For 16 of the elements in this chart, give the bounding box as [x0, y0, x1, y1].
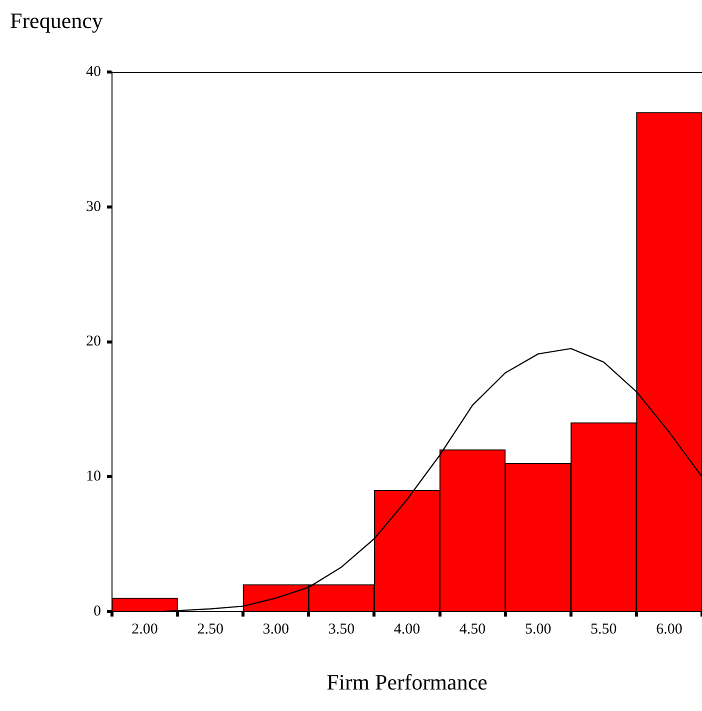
- y-tick-label: 40: [86, 64, 101, 80]
- y-tick-label: 10: [86, 468, 101, 485]
- x-tick-label: 4.50: [459, 622, 486, 638]
- x-tick-label: 2.00: [132, 622, 158, 638]
- y-tick-label: 20: [86, 334, 101, 350]
- x-axis-title: Firm Performance: [326, 670, 488, 695]
- y-axis-title: Frequency: [10, 8, 103, 34]
- x-tick-label: 3.00: [262, 622, 290, 638]
- y-tick-label: 0: [94, 604, 101, 620]
- y-tick-label: 30: [86, 198, 101, 215]
- x-tick-label: 3.50: [328, 622, 355, 638]
- x-tick-label: 5.50: [590, 622, 617, 638]
- x-tick-label: 2.50: [197, 622, 224, 638]
- x-tick-label: 4.00: [394, 622, 420, 638]
- x-tick-label: 6.00: [656, 622, 682, 638]
- x-tick-label: 5.00: [524, 622, 552, 638]
